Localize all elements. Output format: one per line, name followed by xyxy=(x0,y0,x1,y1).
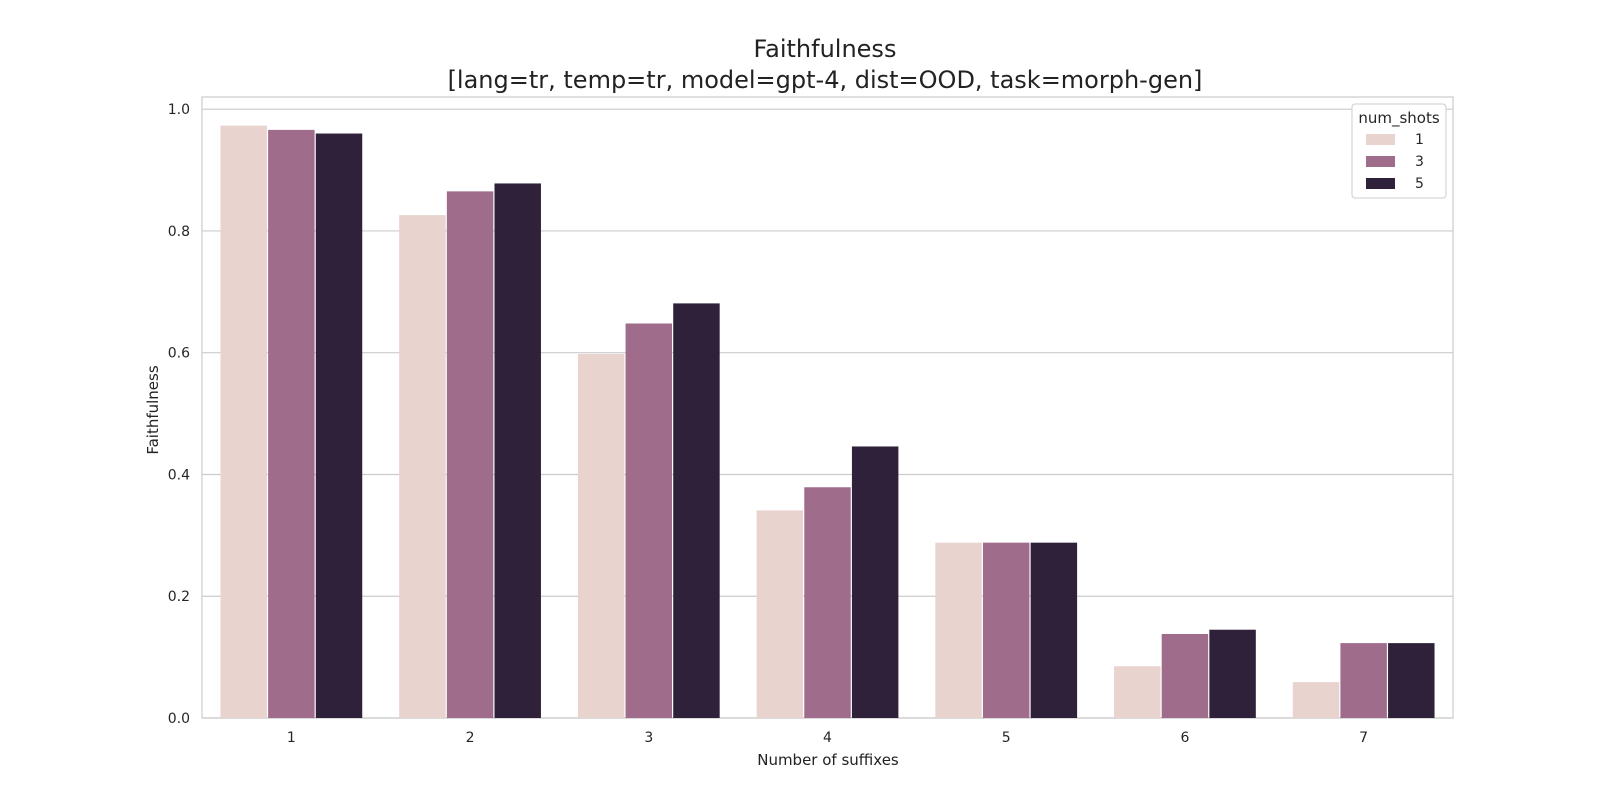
legend-items: 1 3 5 xyxy=(1366,132,1424,192)
bar-shots-5-suffix-5 xyxy=(1030,542,1078,718)
legend: num_shots 1 3 5 xyxy=(1351,103,1447,199)
y-axis-label: Faithfulness xyxy=(144,365,162,455)
x-tick-label: 2 xyxy=(466,730,475,746)
legend-label-5: 5 xyxy=(1415,176,1424,192)
chart-title: Faithfulness xyxy=(754,35,897,63)
x-tick-label: 7 xyxy=(1359,730,1368,746)
bars xyxy=(220,125,1435,719)
x-axis-label: Number of suffixes xyxy=(757,751,899,769)
bar-shots-1-suffix-5 xyxy=(935,542,982,718)
bar-shots-3-suffix-1 xyxy=(268,129,315,718)
bar-shots-3-suffix-7 xyxy=(1340,643,1387,718)
bar-shots-1-suffix-1 xyxy=(220,125,267,719)
x-tick-label: 1 xyxy=(287,730,296,746)
y-axis-ticks: 0.0 0.2 0.4 0.6 0.8 1.0 xyxy=(168,102,190,727)
bar-shots-1-suffix-4 xyxy=(756,510,804,718)
legend-title: num_shots xyxy=(1358,109,1440,128)
bar-shots-1-suffix-3 xyxy=(577,353,625,718)
bar-shots-3-suffix-3 xyxy=(625,323,673,718)
bar-shots-1-suffix-6 xyxy=(1114,666,1161,718)
bar-shots-3-suffix-6 xyxy=(1161,633,1209,718)
bar-shots-3-suffix-5 xyxy=(982,542,1030,718)
bar-shots-5-suffix-2 xyxy=(494,183,541,718)
y-tick-label: 0.4 xyxy=(168,467,190,483)
x-tick-label: 5 xyxy=(1002,730,1011,746)
legend-box xyxy=(1351,103,1447,199)
bar-shots-5-suffix-3 xyxy=(673,303,720,718)
bar-shots-5-suffix-6 xyxy=(1209,629,1256,718)
y-tick-label: 0.8 xyxy=(168,224,190,240)
y-tick-label: 0.2 xyxy=(168,589,190,605)
bar-shots-3-suffix-2 xyxy=(446,191,494,718)
legend-label-3: 3 xyxy=(1415,154,1424,170)
bar-shots-5-suffix-4 xyxy=(851,446,899,718)
y-tick-label: 0.6 xyxy=(168,346,190,362)
bar-shots-3-suffix-4 xyxy=(804,487,851,718)
bar-shots-1-suffix-2 xyxy=(399,215,446,719)
legend-swatch-3 xyxy=(1366,156,1395,167)
legend-label-1: 1 xyxy=(1415,132,1424,148)
x-tick-label: 6 xyxy=(1180,730,1189,746)
x-axis-ticks: 1 2 3 4 5 6 7 xyxy=(287,730,1368,746)
x-tick-label: 3 xyxy=(644,730,653,746)
y-tick-label: 1.0 xyxy=(168,102,190,118)
bar-shots-5-suffix-7 xyxy=(1388,643,1435,718)
y-tick-label: 0.0 xyxy=(168,711,190,727)
bar-shots-1-suffix-7 xyxy=(1292,682,1340,718)
legend-swatch-5 xyxy=(1366,178,1395,189)
bar-shots-5-suffix-1 xyxy=(315,133,363,718)
x-tick-label: 4 xyxy=(823,730,832,746)
legend-swatch-1 xyxy=(1366,134,1395,145)
chart-subtitle: [lang=tr, temp=tr, model=gpt-4, dist=OOD… xyxy=(448,66,1203,94)
